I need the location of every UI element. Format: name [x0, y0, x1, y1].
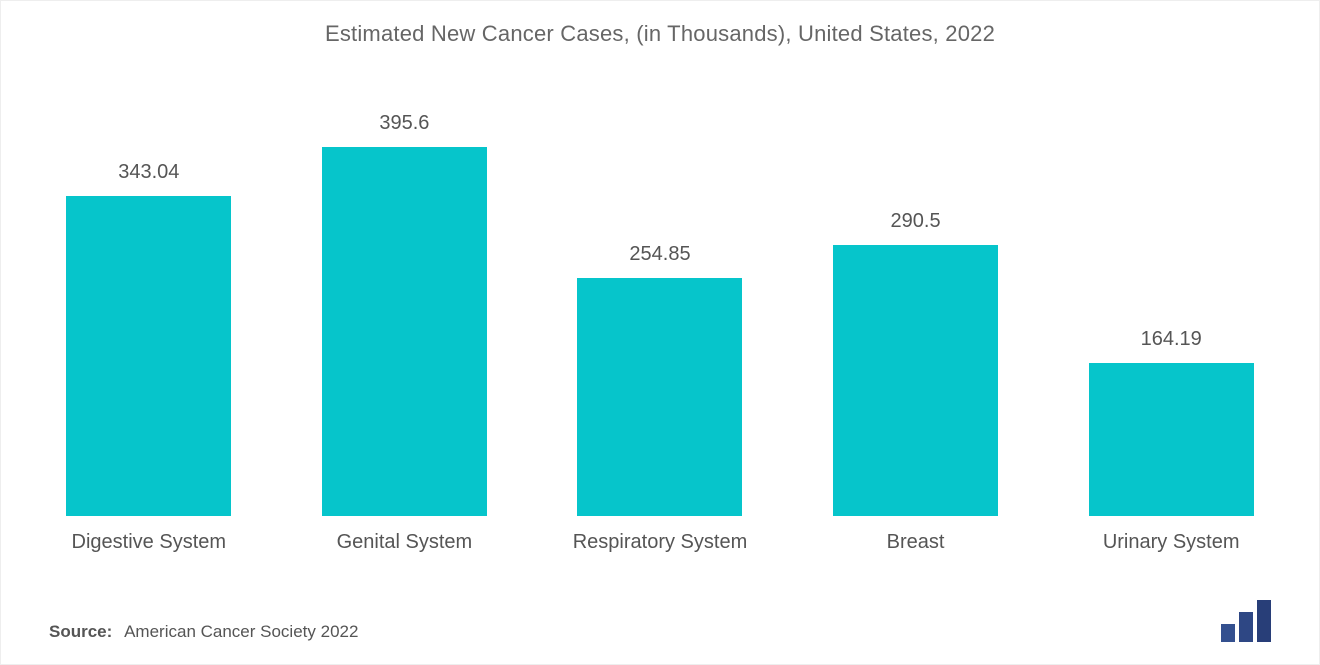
x-axis-label: Breast	[788, 531, 1044, 554]
x-axis-label: Genital System	[277, 531, 533, 554]
x-axis: Digestive System Genital System Respirat…	[11, 531, 1309, 554]
bar-value-label: 164.19	[1141, 328, 1202, 351]
bar-value-label: 290.5	[891, 210, 941, 233]
logo-bar-icon	[1257, 600, 1271, 642]
bar-genital-system	[322, 147, 487, 516]
chart-title: Estimated New Cancer Cases, (in Thousand…	[11, 21, 1309, 47]
bar-breast	[833, 245, 998, 516]
source-citation: Source: American Cancer Society 2022	[49, 622, 358, 642]
bar-slot: 164.19	[1043, 97, 1299, 516]
bar-slot: 343.04	[21, 97, 277, 516]
source-label: Source:	[49, 622, 112, 641]
x-axis-label: Urinary System	[1043, 531, 1299, 554]
bar-value-label: 395.6	[379, 112, 429, 135]
source-text: American Cancer Society 2022	[124, 622, 358, 641]
logo-bar-icon	[1221, 624, 1235, 642]
bar-digestive-system	[66, 196, 231, 516]
chart-plot-area: 343.04 395.6 254.85 290.5 164.19	[11, 97, 1309, 517]
x-axis-label: Respiratory System	[532, 531, 788, 554]
bar-slot: 254.85	[532, 97, 788, 516]
logo-bar-icon	[1239, 612, 1253, 642]
x-axis-label: Digestive System	[21, 531, 277, 554]
bar-slot: 395.6	[277, 97, 533, 516]
bar-value-label: 254.85	[629, 243, 690, 266]
bar-slot: 290.5	[788, 97, 1044, 516]
chart-footer: Source: American Cancer Society 2022	[49, 600, 1271, 642]
brand-logo-icon	[1221, 600, 1271, 642]
bar-urinary-system	[1089, 363, 1254, 516]
bar-value-label: 343.04	[118, 161, 179, 184]
bar-respiratory-system	[577, 278, 742, 516]
